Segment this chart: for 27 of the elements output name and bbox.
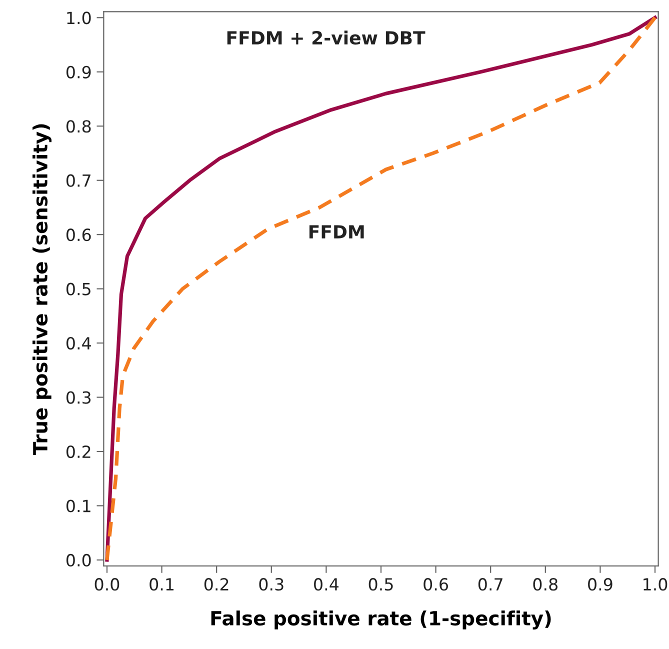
y-tick-label: 1.0 — [67, 12, 91, 24]
y-axis-title: True positive rate (sensitivity) — [32, 124, 52, 455]
y-tick-label: 0.9 — [66, 66, 91, 78]
y-tick-label: 0.5 — [66, 282, 90, 296]
x-tick-label: 0.1 — [150, 578, 174, 591]
series-label: FFDM — [309, 225, 364, 238]
y-tick-label: 0.3 — [66, 391, 91, 404]
y-tick-label: 0.0 — [66, 554, 91, 567]
y-tick-label: 0.6 — [66, 228, 91, 242]
y-tick-label: 0.7 — [66, 174, 90, 187]
x-tick-label: 0.8 — [533, 578, 558, 591]
x-tick-label: 0.7 — [478, 578, 502, 591]
x-tick-label: 0.2 — [204, 578, 228, 591]
x-tick-label: 0.6 — [424, 578, 448, 591]
text: FFDM + 2-view DBT — [227, 30, 426, 45]
x-tick-label: 0.4 — [314, 578, 339, 591]
x-tick-label: 0.3 — [259, 578, 284, 591]
x-axis-title: False positive rate (1-specifity) — [211, 610, 551, 630]
x-tick-label: 0.9 — [588, 578, 612, 591]
y-tick-label: 0.1 — [66, 500, 90, 512]
x-tick-label: 1.0 — [644, 578, 668, 591]
y-tick-label: 0.4 — [66, 337, 91, 350]
x-tick-label: 0.5 — [368, 578, 393, 591]
y-tick-label: 0.8 — [66, 120, 91, 133]
x-tick-label: 0.0 — [94, 578, 120, 591]
line-series — [105, 16, 657, 562]
y-tick-label: 0.2 — [66, 445, 90, 458]
